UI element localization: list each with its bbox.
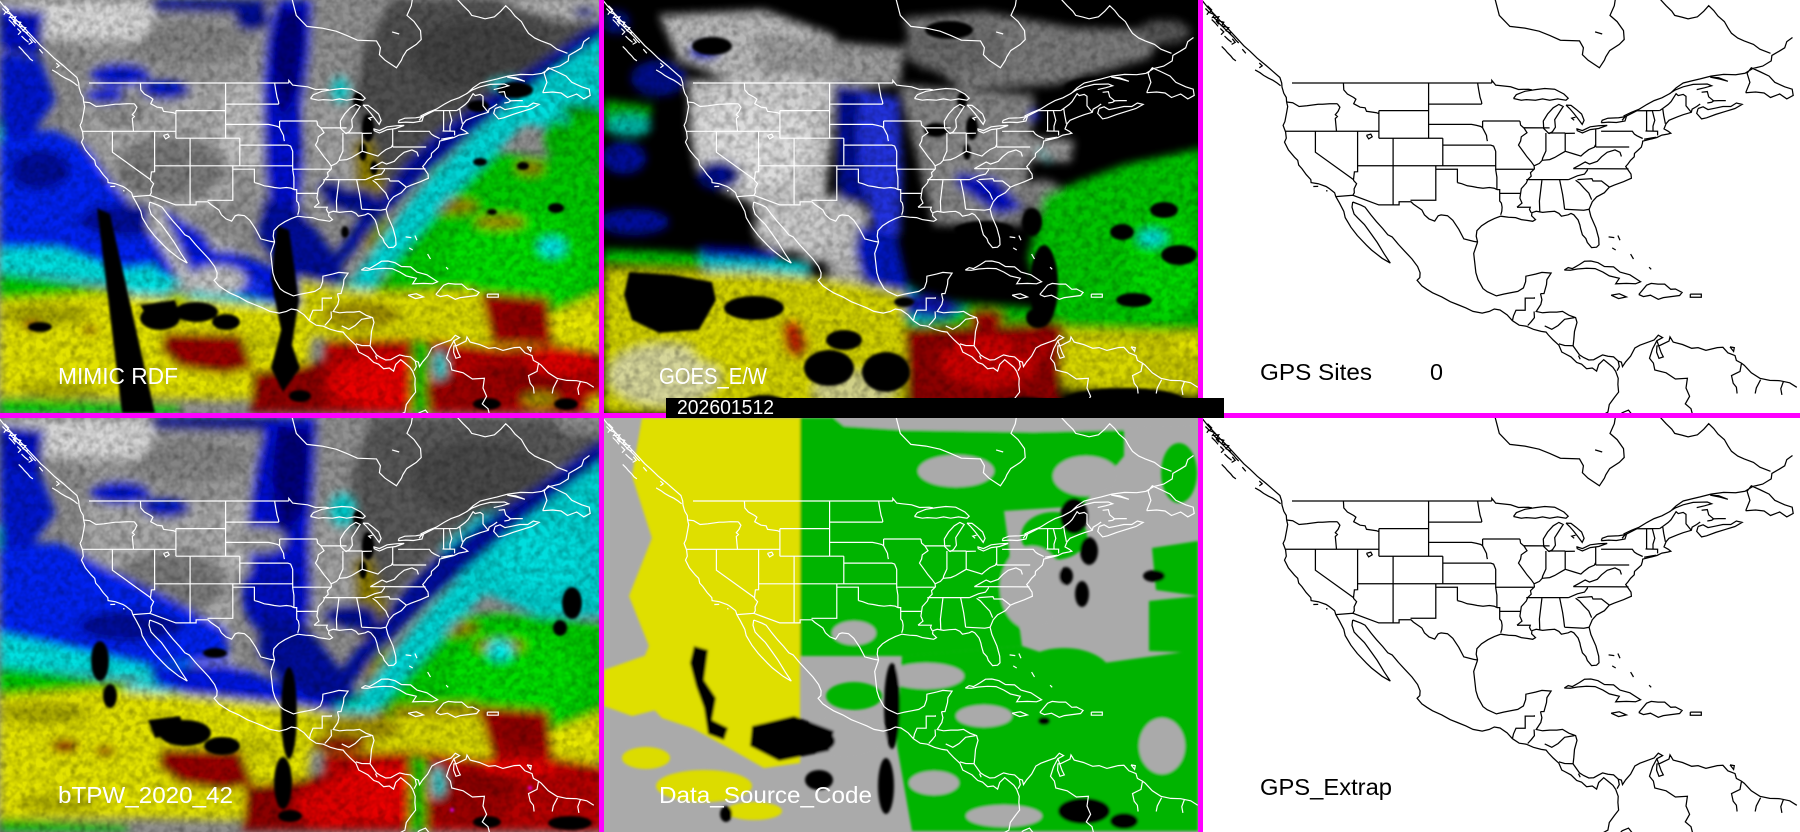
svg-text:bTPW_2020_42: bTPW_2020_42 xyxy=(58,782,233,808)
svg-text:GPS_Extrap: GPS_Extrap xyxy=(1260,774,1392,800)
svg-text:0: 0 xyxy=(1430,359,1443,385)
svg-text:GOES_E/W: GOES_E/W xyxy=(659,363,767,389)
svg-text:GPS Sites: GPS Sites xyxy=(1260,359,1372,385)
svg-text:Data_Source_Code: Data_Source_Code xyxy=(659,782,872,808)
svg-text:202601512: 202601512 xyxy=(677,398,774,418)
svg-text:MIMIC RDF: MIMIC RDF xyxy=(58,363,178,389)
